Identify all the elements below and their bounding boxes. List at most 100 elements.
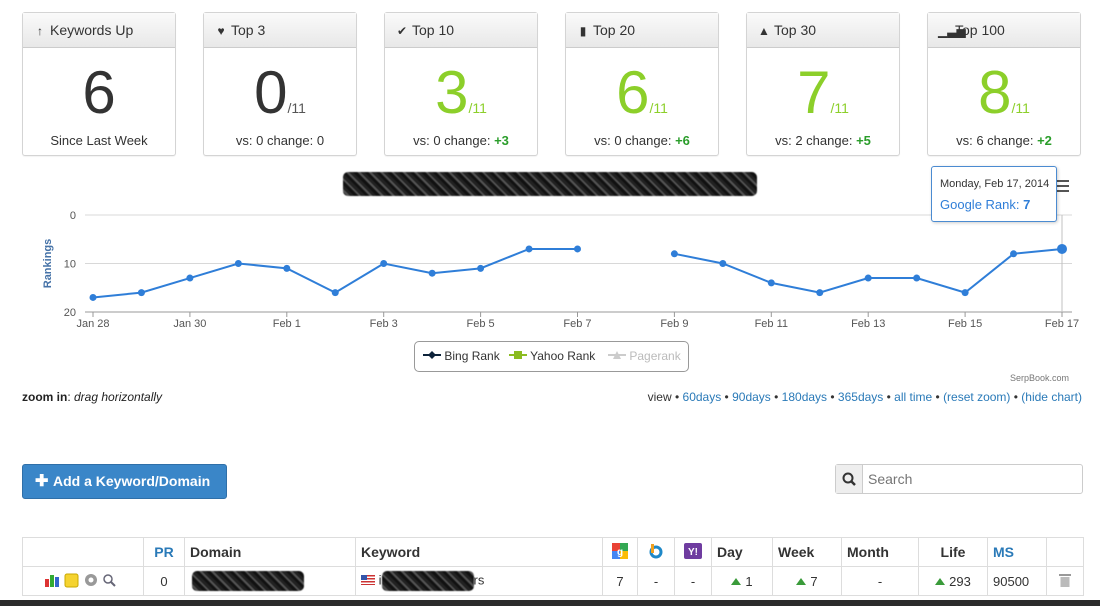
x-tick-label: Feb 15 [948,318,982,330]
col-yahoo[interactable]: Y! [675,538,712,567]
view-link[interactable]: 365days [838,390,883,404]
search-input[interactable] [866,467,1075,491]
col-life[interactable]: Life [919,538,988,567]
google-icon: g [612,543,628,559]
data-point[interactable] [962,289,969,296]
row-actions [23,567,144,596]
legend-item[interactable]: Pagerank [608,342,681,371]
chart-credit[interactable]: SerpBook.com [1010,373,1069,383]
row-day: 1 [712,567,773,596]
stat-footer-text: vs: 2 change: [775,133,856,148]
note-icon[interactable] [65,574,78,587]
row-day-value: 1 [745,574,752,589]
legend-label: Yahoo Rank [530,349,595,363]
legend-label: Bing Rank [444,349,499,363]
view-link[interactable]: 60days [683,390,722,404]
tooltip-rank: Google Rank: 7 [940,197,1030,212]
stat-card-title: Keywords Up [50,22,133,38]
row-yahoo-rank: - [675,567,712,596]
col-domain[interactable]: Domain [185,538,356,567]
row-google-rank: 7 [603,567,638,596]
col-month[interactable]: Month [842,538,919,567]
col-day[interactable]: Day [712,538,773,567]
legend-marker [608,350,626,360]
chart-menu-icon[interactable] [1055,180,1069,193]
view-link[interactable]: (hide chart) [1021,390,1082,404]
add-keyword-domain-button[interactable]: ✚ Add a Keyword/Domain [22,464,227,499]
stat-footer-text: vs: 0 change: [413,133,494,148]
x-tick-label: Feb 17 [1045,318,1079,330]
stat-card-footer: vs: 2 change: +5 [747,133,899,148]
data-point[interactable] [671,250,678,257]
gear-icon[interactable] [85,574,97,586]
stat-card-header: ♥ Top 3 [204,13,356,48]
data-point[interactable] [477,265,484,272]
heart-icon: ♥ [214,14,228,48]
data-point[interactable] [186,275,193,282]
view-link[interactable]: 90days [732,390,771,404]
col-google[interactable]: g [603,538,638,567]
x-tick-label: Jan 30 [173,318,206,330]
chart-icon[interactable] [45,575,59,587]
up-arrow-icon [731,578,741,585]
data-point[interactable] [865,275,872,282]
stat-value-number: 3 [435,59,468,126]
data-point[interactable] [283,265,290,272]
stat-footer-text: vs: 0 change: [594,133,675,148]
stat-footer-text: vs: 6 change: [956,133,1037,148]
data-point[interactable] [90,294,97,301]
data-point[interactable] [429,270,436,277]
arrow-up-icon: ↑ [33,14,47,48]
data-point[interactable] [574,245,581,252]
data-point[interactable] [380,260,387,267]
up-arrow-icon [935,578,945,585]
svg-text:Y!: Y! [688,547,698,558]
view-link[interactable]: (reset zoom) [943,390,1010,404]
row-pr: 0 [144,567,185,596]
zoom-hint-text: drag horizontally [74,390,162,404]
zoom-hint-label: zoom in [22,390,67,404]
col-week[interactable]: Week [773,538,842,567]
col-ms[interactable]: MS [988,538,1047,567]
legend-item[interactable]: Yahoo Rank [509,342,595,371]
stat-card-value: 3/11 [385,57,537,129]
data-point[interactable] [1057,244,1067,254]
data-point[interactable] [768,279,775,286]
stat-card-footer: vs: 0 change: +3 [385,133,537,148]
stat-change: +2 [1037,133,1052,148]
view-link[interactable]: all time [894,390,932,404]
data-point[interactable] [332,289,339,296]
col-actions [23,538,144,567]
legend-item[interactable]: Bing Rank [423,342,500,371]
stat-change: +3 [494,133,509,148]
col-keyword[interactable]: Keyword [356,538,603,567]
col-bing[interactable] [638,538,675,567]
data-point[interactable] [138,289,145,296]
stat-value-denominator: /11 [287,100,305,116]
stat-change: +6 [675,133,690,148]
row-week-value: 7 [810,574,817,589]
data-point[interactable] [1010,250,1017,257]
zoom-hint: zoom in: drag horizontally [22,390,162,404]
data-point[interactable] [235,260,242,267]
data-point[interactable] [816,289,823,296]
up-arrow-icon [796,578,806,585]
row-keyword[interactable]: i rs [356,567,603,596]
view-link[interactable]: 180days [782,390,827,404]
row-delete[interactable] [1047,567,1084,596]
stat-card: ▁▃▅Top 100 8/11 vs: 6 change: +2 [927,12,1081,156]
data-point[interactable] [526,245,533,252]
plus-icon: ✚ [35,465,48,498]
data-point[interactable] [913,275,920,282]
y-tick-label: 10 [64,259,76,271]
stat-card-title: Top 3 [231,22,265,38]
data-point[interactable] [719,260,726,267]
keyword-redacted [382,571,474,591]
search-button[interactable] [836,465,863,493]
row-domain[interactable] [185,567,356,596]
col-pr[interactable]: PR [144,538,185,567]
stat-card: ▲ Top 30 7/11 vs: 2 change: +5 [746,12,900,156]
magnifier-icon[interactable] [104,575,115,586]
y-tick-label: 0 [70,210,76,222]
stat-card-header: ↑ Keywords Up [23,13,175,48]
